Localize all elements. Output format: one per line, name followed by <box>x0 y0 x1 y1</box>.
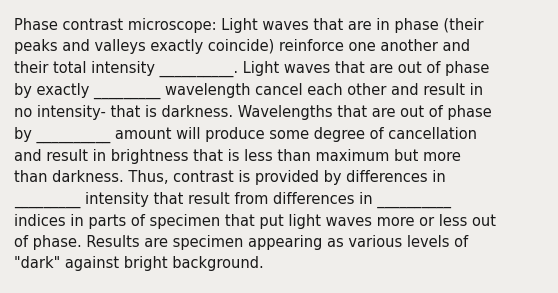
Text: Phase contrast microscope: Light waves that are in phase (their
peaks and valley: Phase contrast microscope: Light waves t… <box>14 18 496 271</box>
